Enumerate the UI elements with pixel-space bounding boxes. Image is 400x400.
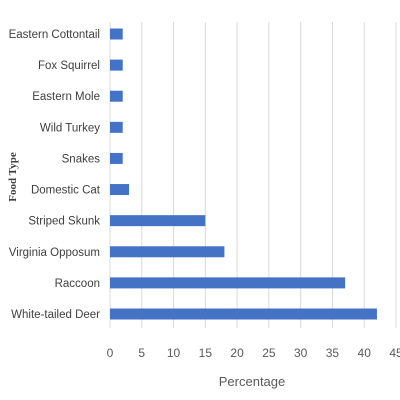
x-axis-title: Percentage [219, 374, 286, 389]
x-tick-35: 35 [326, 346, 340, 360]
x-tick-20: 20 [230, 346, 244, 360]
x-tick-25: 25 [262, 346, 276, 360]
bar-domestic-cat [110, 184, 130, 196]
bar-fox-squirrel [110, 59, 123, 71]
bars [110, 28, 377, 320]
category-labels: Eastern Cottontail Fox Squirrel Eastern Mo… [9, 29, 101, 321]
bar-virginia-opposum [110, 246, 225, 258]
x-tick-0: 0 [107, 346, 114, 360]
category-label-fox-squirrel: Fox Squirrel [38, 60, 100, 72]
y-axis-title: Food Type [7, 152, 19, 202]
category-label-virginia-opposum: Virginia Opposum [9, 247, 100, 259]
x-tick-10: 10 [167, 346, 181, 360]
bar-eastern-mole [110, 90, 123, 102]
category-label-eastern-cottontail: Eastern Cottontail [9, 29, 100, 41]
x-tick-5: 5 [138, 346, 145, 360]
bar-striped-skunk [110, 215, 206, 227]
category-label-raccoon: Raccoon [55, 278, 100, 290]
bar-raccoon [110, 277, 346, 289]
category-label-wild-turkey: Wild Turkey [40, 122, 100, 134]
x-tick-45: 45 [389, 346, 400, 360]
x-tick-40: 40 [358, 346, 372, 360]
category-label-eastern-mole: Eastern Mole [32, 91, 100, 103]
bar-eastern-cottontail [110, 28, 123, 40]
x-tick-labels: 0 5 10 15 20 25 30 35 40 45 [107, 346, 400, 360]
bar-wild-turkey [110, 121, 123, 133]
bar-snakes [110, 152, 123, 164]
category-label-white-tailed-deer: White-tailed Deer [11, 309, 100, 321]
x-tick-30: 30 [294, 346, 308, 360]
category-label-domestic-cat: Domestic Cat [31, 185, 101, 197]
gridlines [109, 22, 397, 328]
bar-white-tailed-deer [110, 308, 377, 320]
category-label-striped-skunk: Striped Skunk [28, 216, 100, 228]
category-label-snakes: Snakes [62, 153, 101, 165]
x-tick-15: 15 [199, 346, 213, 360]
